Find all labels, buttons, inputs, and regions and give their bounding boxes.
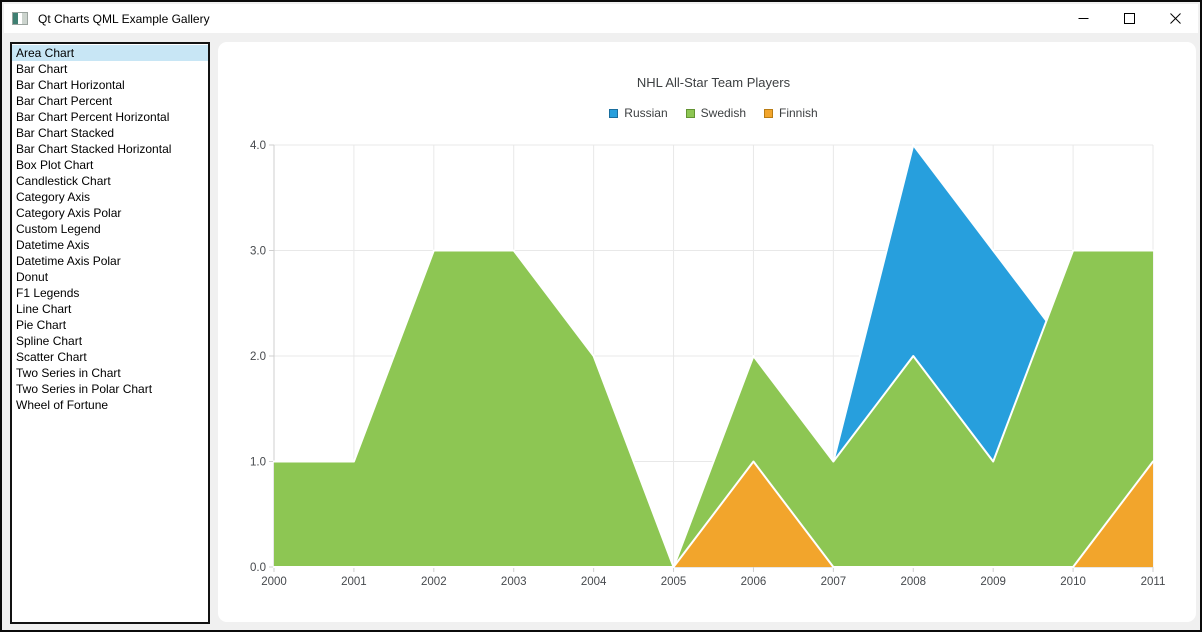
legend-item: Swedish <box>685 106 747 120</box>
legend-marker-icon <box>685 108 695 118</box>
legend-marker-icon <box>609 108 619 118</box>
minimize-button[interactable] <box>1060 4 1106 33</box>
list-item[interactable]: Scatter Chart <box>16 350 87 364</box>
legend-label: Russian <box>624 106 668 120</box>
legend-item: Finnish <box>764 106 818 120</box>
svg-text:2004: 2004 <box>581 576 607 588</box>
list-item[interactable]: Category Axis <box>16 190 91 204</box>
chart-panel: 2000 2001 2002 2003 2004 2005 2006 2007 2008 2009… <box>218 42 1196 622</box>
svg-text:2003: 2003 <box>501 576 527 588</box>
svg-text:2001: 2001 <box>341 576 367 588</box>
maximize-icon <box>1123 13 1135 24</box>
list-item[interactable]: Two Series in Chart <box>16 366 121 380</box>
area-chart-canvas: 2000 2001 2002 2003 2004 2005 2006 2007 2008 2009… <box>250 140 1166 588</box>
svg-text:2.0: 2.0 <box>250 351 266 363</box>
chart-legend: Russian Swedish Finnish <box>274 105 1153 121</box>
window-title: Qt Charts QML Example Gallery <box>38 11 210 26</box>
minimize-icon <box>1078 18 1088 19</box>
list-item[interactable]: Area Chart <box>12 45 208 61</box>
window-controls <box>1060 4 1198 33</box>
close-button[interactable] <box>1152 4 1198 33</box>
svg-text:2006: 2006 <box>741 576 767 588</box>
list-item[interactable]: Bar Chart Percent Horizontal <box>16 110 170 124</box>
svg-text:2005: 2005 <box>661 576 687 588</box>
list-item[interactable]: Datetime Axis Polar <box>16 254 121 268</box>
list-item[interactable]: Line Chart <box>16 302 72 316</box>
close-icon <box>1169 13 1181 24</box>
list-item[interactable]: Candlestick Chart <box>16 174 111 188</box>
list-item[interactable]: Bar Chart <box>16 62 68 76</box>
list-item[interactable]: Box Plot Chart <box>16 158 94 172</box>
app-icon <box>12 12 28 25</box>
list-item[interactable]: Bar Chart Horizontal <box>16 78 125 92</box>
example-list: Area Chart Bar Chart Bar Chart Horizontal B… <box>10 42 210 624</box>
svg-text:2007: 2007 <box>821 576 847 588</box>
svg-text:2011: 2011 <box>1141 576 1166 588</box>
list-item[interactable]: Wheel of Fortune <box>16 398 109 412</box>
list-item[interactable]: Donut <box>16 270 49 284</box>
svg-text:2008: 2008 <box>900 576 926 588</box>
list-item[interactable]: Category Axis Polar <box>16 206 122 220</box>
list-item[interactable]: Bar Chart Percent <box>16 94 113 108</box>
list-item[interactable]: Spline Chart <box>16 334 83 348</box>
list-item[interactable]: Pie Chart <box>16 318 67 332</box>
window-titlebar[interactable]: Qt Charts QML Example Gallery <box>4 4 1198 33</box>
svg-text:3.0: 3.0 <box>250 246 266 258</box>
svg-text:2009: 2009 <box>980 576 1006 588</box>
legend-marker-icon <box>764 108 774 118</box>
list-item[interactable]: Bar Chart Stacked Horizontal <box>16 142 172 156</box>
list-item[interactable]: Custom Legend <box>16 222 101 236</box>
svg-text:0.0: 0.0 <box>250 562 266 574</box>
svg-text:4.0: 4.0 <box>250 140 266 152</box>
chart-title: NHL All-Star Team Players <box>636 75 791 90</box>
list-item[interactable]: Two Series in Polar Chart <box>16 382 153 396</box>
svg-text:1.0: 1.0 <box>250 457 266 469</box>
list-item[interactable]: Datetime Axis <box>16 238 90 252</box>
legend-label: Finnish <box>779 106 818 120</box>
list-item[interactable]: F1 Legends <box>16 286 80 300</box>
legend-item: Russian <box>609 106 668 120</box>
svg-text:2000: 2000 <box>261 576 287 588</box>
svg-text:2002: 2002 <box>421 576 447 588</box>
svg-text:2010: 2010 <box>1060 576 1086 588</box>
maximize-button[interactable] <box>1106 4 1152 33</box>
list-item[interactable]: Bar Chart Stacked <box>16 126 115 140</box>
legend-label: Swedish <box>700 106 747 120</box>
